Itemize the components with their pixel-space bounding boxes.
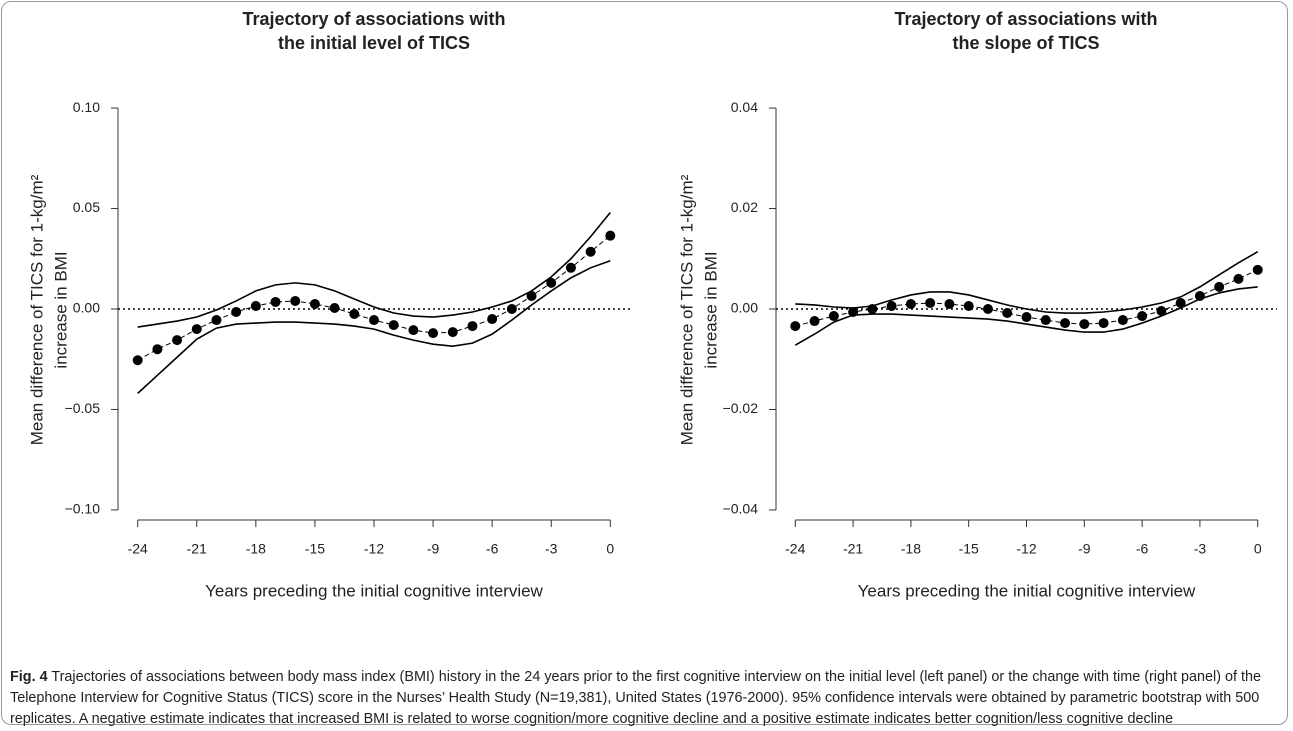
y-tick-label: −0.05 [65, 400, 101, 416]
estimate-point [290, 295, 301, 306]
x-tick-label: -24 [785, 541, 805, 557]
estimate-point [1137, 311, 1148, 322]
estimate-point [132, 355, 143, 366]
estimate-point [172, 335, 183, 346]
x-tick-label: -15 [959, 541, 979, 557]
ci-line [794, 286, 1258, 346]
estimate-point [886, 300, 897, 311]
estimate-point [1060, 318, 1071, 329]
estimate-point [270, 296, 281, 307]
x-tick-label: -18 [901, 541, 921, 557]
y-tick-label: 0.05 [73, 199, 100, 215]
caption-label: Fig. 4 [10, 669, 48, 685]
x-tick-label: -6 [486, 541, 499, 557]
estimate-point [487, 314, 498, 325]
chart-title: the initial level of TICS [278, 33, 470, 53]
x-tick-label: -24 [128, 541, 148, 557]
estimate-point [447, 327, 458, 338]
estimate-point [546, 277, 557, 288]
x-tick-label: 0 [1254, 541, 1262, 557]
estimate-point [349, 309, 360, 320]
estimate-point [1117, 315, 1128, 326]
estimate-point [428, 328, 439, 339]
ci-line [795, 251, 1259, 314]
estimate-point [506, 304, 517, 314]
ci-line [137, 260, 611, 394]
estimate-point [191, 324, 202, 335]
x-tick-label: -3 [1194, 541, 1207, 557]
estimate-point [1252, 264, 1263, 275]
chart-title: Trajectory of associations with [894, 9, 1157, 29]
x-axis-label: Years preceding the initial cognitive in… [858, 581, 1196, 600]
estimate-point [963, 300, 974, 311]
estimate-point [982, 304, 993, 314]
estimate-point [329, 302, 340, 313]
estimate-point [1002, 308, 1013, 319]
figure: Trajectory of associations with the initi… [27, 9, 1277, 600]
estimate-point [1021, 312, 1032, 323]
estimate-point [250, 300, 261, 311]
estimate-point [231, 307, 242, 318]
x-tick-label: -6 [1136, 541, 1149, 557]
y-tick-label: −0.02 [723, 400, 759, 416]
x-tick-label: -9 [1078, 541, 1091, 557]
estimate-point [905, 298, 916, 309]
estimate-point [1175, 297, 1186, 308]
chart-title: Trajectory of associations with [242, 9, 505, 29]
chart-title: the slope of TICS [952, 33, 1099, 53]
estimate-point [925, 297, 936, 308]
x-tick-label: -9 [427, 541, 440, 557]
x-tick-label: -21 [843, 541, 863, 557]
caption-text: Trajectories of associations between bod… [10, 669, 1262, 727]
y-tick-label: −0.10 [65, 501, 101, 517]
estimate-point [369, 315, 379, 326]
x-tick-label: -3 [545, 541, 558, 557]
x-tick-label: 0 [606, 541, 614, 557]
estimate-point [605, 230, 616, 241]
estimate-point [585, 246, 596, 257]
estimate-point [1233, 273, 1244, 284]
x-axis-label: Years preceding the initial cognitive in… [205, 581, 543, 600]
x-tick-label: -15 [305, 541, 325, 557]
ci-line [137, 212, 611, 328]
x-tick-label: -12 [1016, 541, 1036, 557]
estimate-point [828, 311, 839, 322]
y-axis-label: increase in BMI [701, 251, 720, 368]
estimate-point [211, 315, 222, 326]
estimate-point [809, 316, 820, 327]
estimate-point [388, 320, 399, 331]
estimate-point [1079, 319, 1090, 330]
estimate-point [565, 262, 576, 273]
estimate-point [1156, 306, 1167, 317]
estimate-point [1040, 315, 1051, 326]
x-tick-label: -21 [187, 541, 207, 557]
y-tick-label: −0.04 [723, 501, 759, 517]
y-tick-label: 0.04 [731, 99, 758, 115]
x-tick-label: -12 [364, 541, 384, 557]
y-tick-label: 0.02 [731, 199, 758, 215]
estimate-point [467, 321, 478, 332]
estimate-point [790, 321, 801, 332]
estimate-point [944, 298, 955, 309]
y-axis-label: increase in BMI [51, 251, 70, 368]
estimate-point [1214, 281, 1225, 292]
estimate-point [152, 344, 163, 355]
y-tick-label: 0.10 [73, 99, 100, 115]
estimate-line [137, 235, 611, 361]
estimate-point [526, 290, 537, 301]
y-tick-label: 0.00 [73, 300, 100, 316]
estimate-point [309, 298, 320, 309]
caption: Fig. 4 Trajectories of associations betw… [10, 667, 1275, 730]
y-tick-label: 0.00 [731, 300, 758, 316]
x-tick-label: -18 [246, 541, 266, 557]
y-axis-label: Mean difference of TICS for 1-kg/m² [677, 174, 696, 445]
estimate-point [408, 325, 419, 336]
estimate-point [1098, 318, 1109, 329]
y-axis-label: Mean difference of TICS for 1-kg/m² [27, 174, 46, 445]
